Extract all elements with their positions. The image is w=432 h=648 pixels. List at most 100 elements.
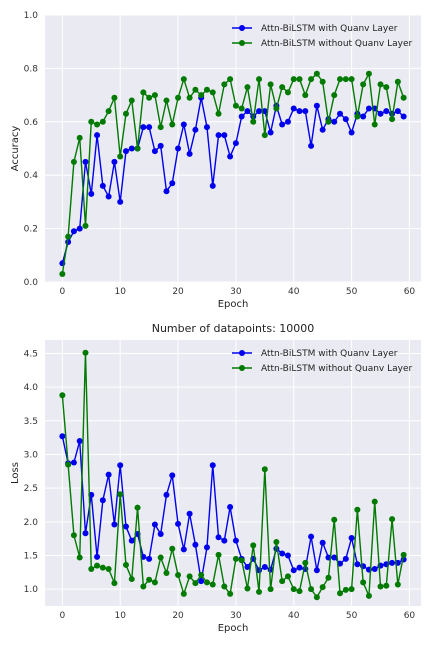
series-0-point [76, 438, 83, 445]
series-1-point [325, 118, 332, 125]
series-1-point [389, 116, 396, 123]
series-1-point [261, 466, 268, 473]
series-1-point [203, 579, 210, 586]
series-0-point [146, 555, 153, 562]
y-tick-label: 1.0 [24, 11, 39, 21]
series-0-point [163, 188, 170, 195]
series-1-point [371, 121, 378, 128]
series-0-point [186, 150, 193, 157]
series-1-point [250, 542, 257, 549]
series-0-point [94, 132, 101, 139]
series-1-point [209, 581, 216, 588]
series-1-point [267, 586, 274, 593]
series-0-point [348, 129, 355, 136]
series-1-point [99, 564, 106, 571]
series-1-point [238, 557, 245, 564]
series-0-point [175, 520, 182, 527]
legend-label-0: Attn-BiLSTM with Quanv Layer [261, 349, 398, 359]
series-0-point [290, 105, 297, 112]
series-0-point [232, 537, 239, 544]
series-1-point [128, 576, 135, 583]
series-0-point [94, 553, 101, 560]
series-0-point [209, 182, 216, 189]
series-1-point [82, 349, 89, 356]
y-tick-label: 1.5 [24, 551, 38, 561]
series-1-point [308, 76, 315, 83]
series-0-point [371, 565, 378, 572]
series-1-point [360, 579, 367, 586]
series-0-point [192, 126, 199, 133]
series-0-point [157, 530, 164, 537]
series-1-point [169, 545, 176, 552]
series-0-point [99, 497, 106, 504]
series-0-point [296, 564, 303, 571]
series-1-point [70, 158, 77, 165]
series-1-point [319, 78, 326, 85]
series-0-point [122, 148, 129, 155]
series-1-point [279, 578, 286, 585]
series-0-point [348, 534, 355, 541]
series-1-point [256, 76, 263, 83]
series-0-point [337, 110, 344, 117]
series-0-point [151, 521, 158, 528]
legend-label-1: Attn-BiLSTM without Quanv Layer [261, 364, 412, 374]
series-1-point [59, 392, 66, 399]
series-1-point [221, 81, 228, 88]
series-0-point [308, 533, 315, 540]
series-1-point [146, 576, 153, 583]
legend-label-0: Attn-BiLSTM with Quanv Layer [261, 24, 398, 34]
series-1-point [169, 121, 176, 128]
series-1-point [70, 532, 77, 539]
x-tick-label: 20 [172, 287, 184, 297]
series-0-point [105, 471, 112, 478]
series-1-point [134, 504, 141, 511]
x-tick-label: 60 [404, 287, 416, 297]
series-0-point [261, 108, 268, 115]
series-1-point [342, 76, 349, 83]
series-0-point [221, 132, 228, 139]
series-1-point [221, 583, 228, 590]
series-1-point [279, 84, 286, 91]
series-0-point [383, 108, 390, 115]
series-1-point [360, 81, 367, 88]
x-axis-label: Epoch [218, 299, 249, 310]
series-1-point [267, 81, 274, 88]
y-tick-label: 2.5 [24, 484, 38, 494]
x-tick-label: 50 [346, 611, 358, 621]
series-0-point [308, 142, 315, 149]
series-0-point [400, 113, 407, 120]
series-0-point [111, 521, 118, 528]
x-tick-label: 10 [114, 611, 126, 621]
x-tick-label: 10 [114, 287, 126, 297]
series-1-point [244, 585, 251, 592]
series-1-point [163, 97, 170, 104]
series-1-point [215, 110, 222, 117]
series-0-point [59, 433, 66, 440]
series-0-point [365, 105, 372, 112]
series-1-point [111, 580, 118, 587]
series-0-point [128, 537, 135, 544]
series-1-point [313, 594, 320, 601]
series-0-point [140, 124, 147, 131]
series-0-point [175, 145, 182, 152]
series-0-point [319, 539, 326, 546]
series-1-point [209, 89, 216, 96]
legend-marker-1 [239, 365, 245, 371]
series-1-point [354, 113, 361, 120]
series-1-point [227, 590, 234, 597]
series-1-point [377, 583, 384, 590]
series-1-point [122, 110, 129, 117]
series-1-point [250, 118, 257, 125]
series-0-point [192, 541, 199, 548]
x-tick-label: 30 [230, 287, 242, 297]
series-0-point [105, 193, 112, 200]
series-0-point [279, 121, 286, 128]
y-tick-label: 4.0 [24, 383, 39, 393]
series-1-point [65, 233, 72, 240]
series-1-point [232, 555, 239, 562]
series-1-point [163, 570, 170, 577]
series-1-point [134, 145, 141, 152]
series-1-point [232, 102, 239, 109]
series-1-point [296, 588, 303, 595]
series-1-point [186, 94, 193, 101]
